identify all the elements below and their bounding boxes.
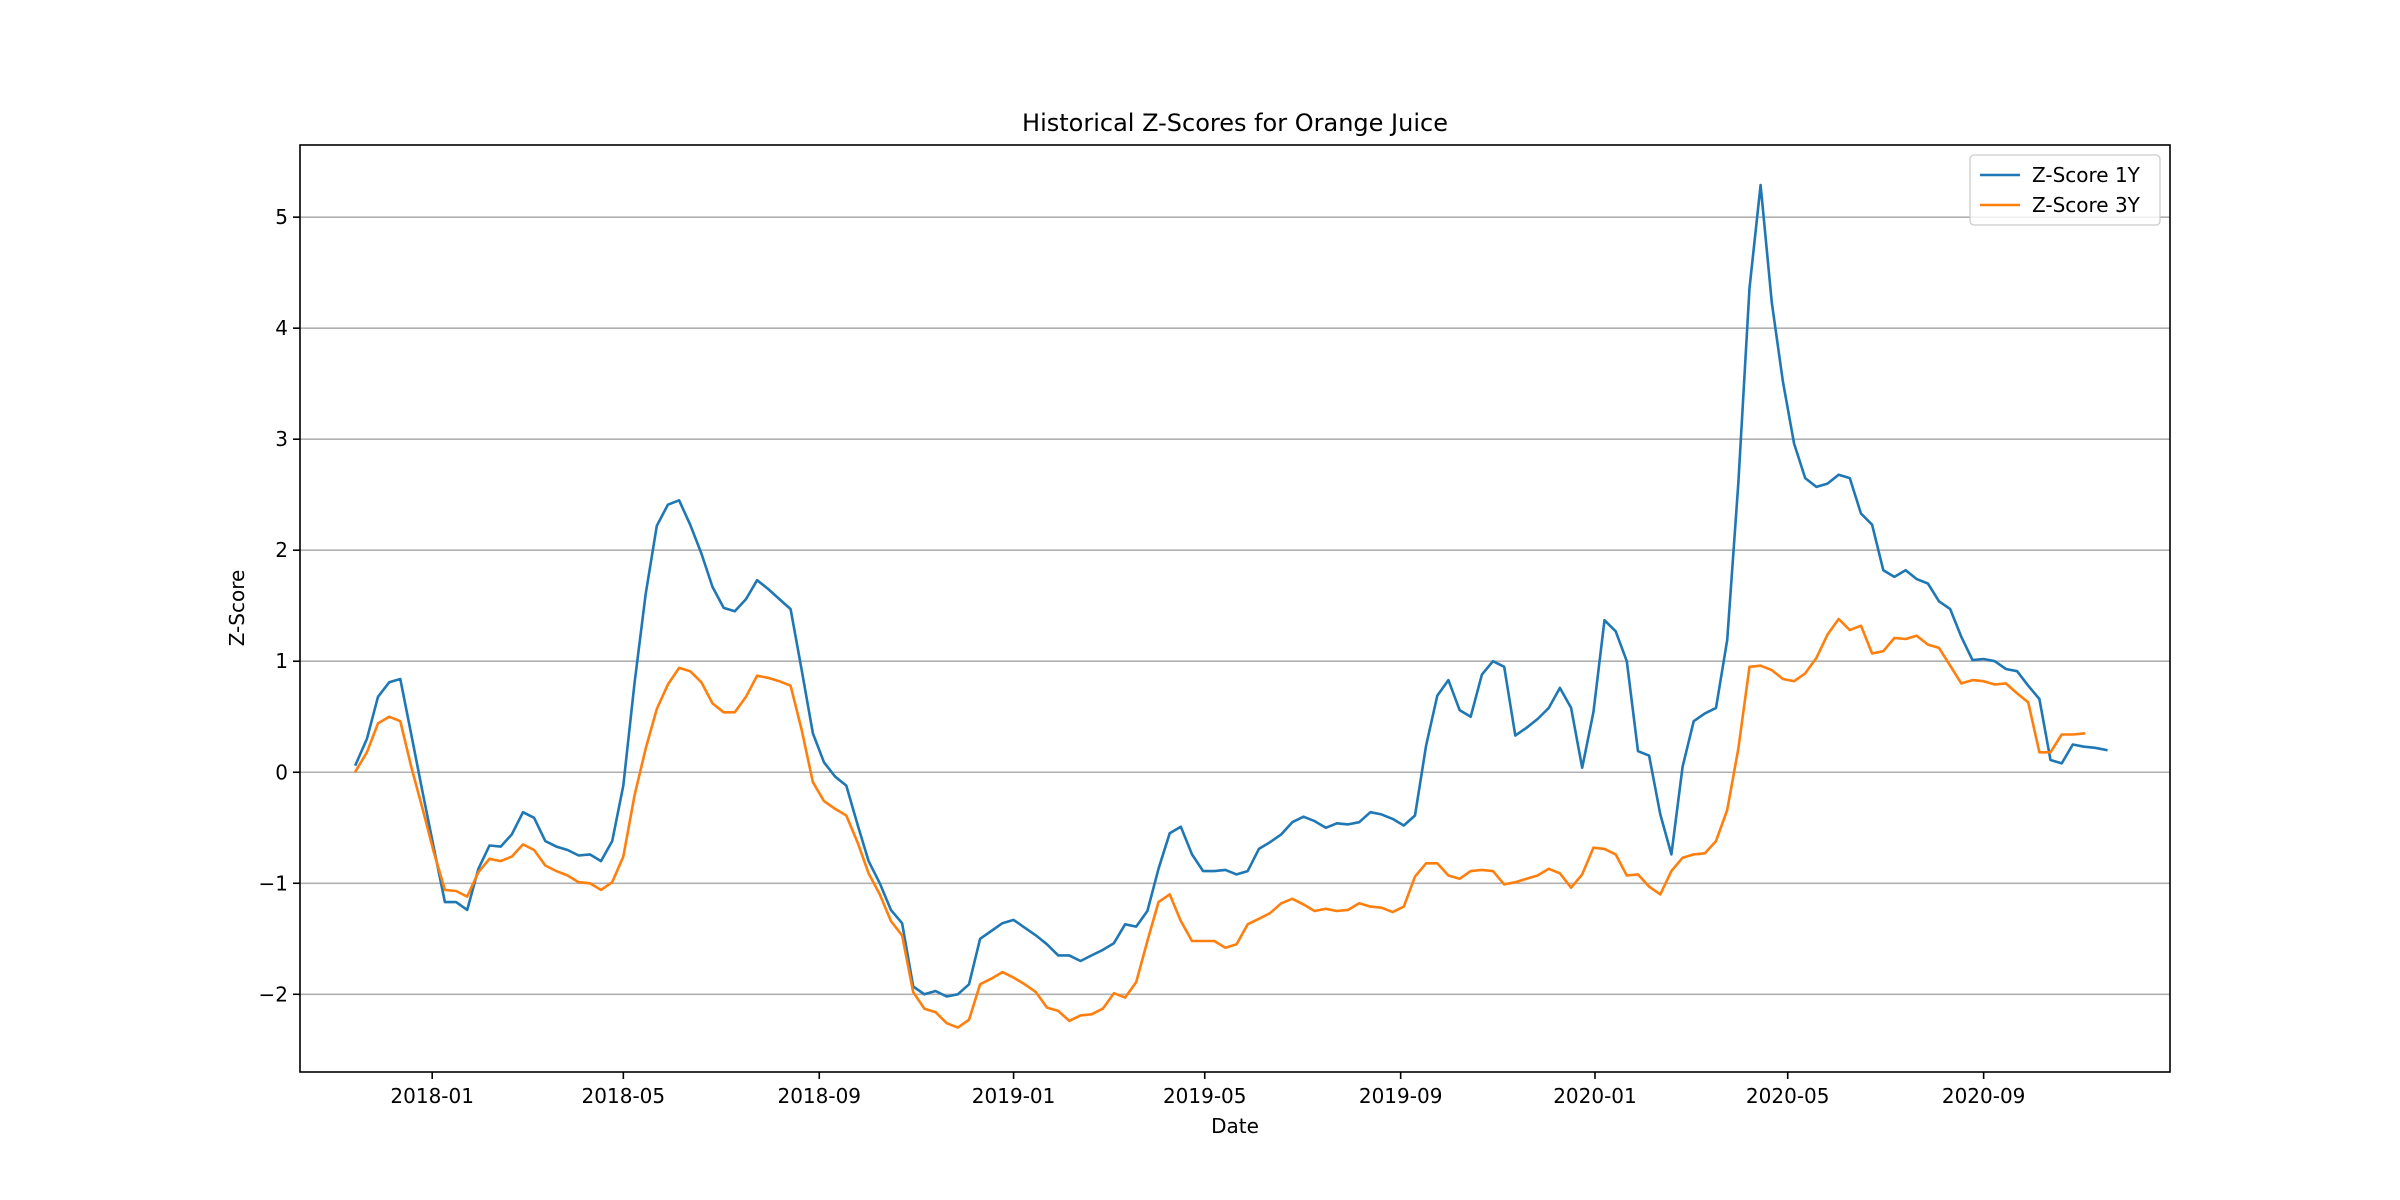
x-tick-label: 2018-05 — [582, 1084, 666, 1108]
y-tick-label: 0 — [275, 760, 288, 784]
y-tick-label: 5 — [275, 205, 288, 229]
x-tick-label: 2018-09 — [777, 1084, 861, 1108]
series-line-1 — [353, 183, 2108, 998]
x-tick-label: 2019-01 — [972, 1084, 1056, 1108]
legend-label: Z-Score 3Y — [2032, 193, 2141, 217]
x-axis: 2018-01 2018-05 2018-09 2019-01 2019-05 2019-… — [390, 1072, 2025, 1108]
x-tick-label: 2019-05 — [1163, 1084, 1247, 1108]
y-axis-label: Z-Score — [225, 570, 249, 647]
y-tick-label: 2 — [275, 538, 288, 562]
x-tick-label: 2018-01 — [390, 1084, 474, 1108]
y-tick-label: 4 — [275, 316, 288, 340]
plot-frame — [299, 144, 2171, 1073]
x-tick-label: 2020-09 — [1942, 1084, 2026, 1108]
y-tick-label: −2 — [259, 982, 288, 1006]
y-axis: −2 −1 0 1 2 3 4 5 — [259, 205, 300, 1006]
legend-label: Z-Score 1Y — [2032, 163, 2141, 187]
series-line-2 — [353, 617, 2086, 1029]
y-tick-label: −1 — [259, 871, 288, 895]
y-tick-label: 3 — [275, 427, 288, 451]
legend: Z-Score 1Y Z-Score 3Y — [1969, 154, 2161, 226]
x-axis-label: Date — [1211, 1114, 1259, 1138]
legend-box — [1969, 154, 2161, 226]
series-lines — [353, 183, 2108, 1029]
y-tick-label: 1 — [275, 649, 288, 673]
x-tick-label: 2020-01 — [1553, 1084, 1637, 1108]
x-tick-label: 2019-09 — [1359, 1084, 1443, 1108]
x-tick-label: 2020-05 — [1746, 1084, 1830, 1108]
chart-title: Historical Z-Scores for Orange Juice — [1022, 109, 1448, 137]
